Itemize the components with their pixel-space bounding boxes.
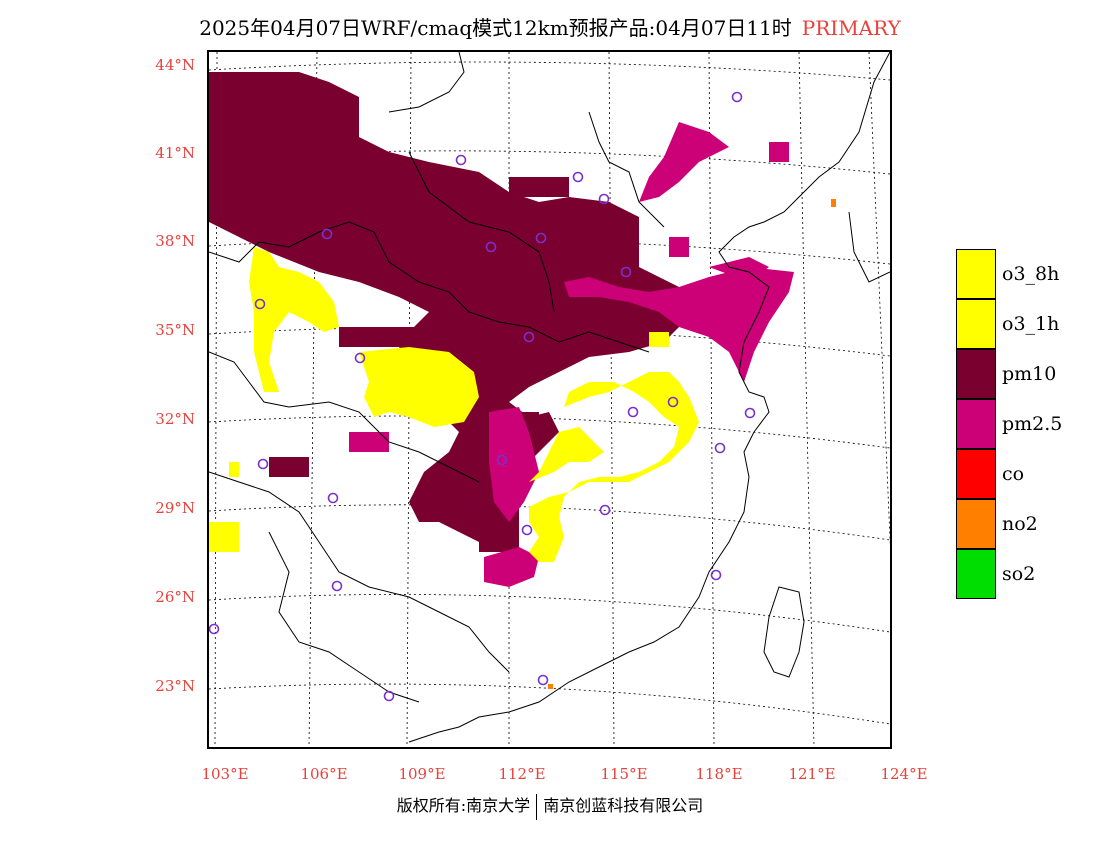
- legend-label: pm2.5: [1002, 413, 1063, 435]
- lat-label-29: 29°N: [155, 499, 195, 517]
- title-tag: PRIMARY: [801, 16, 901, 40]
- legend-swatch: [956, 449, 996, 499]
- city-markers: [209, 91, 756, 702]
- lon-label-124: 124°E: [880, 765, 928, 783]
- no2-markers: [548, 199, 836, 689]
- lat-label-38: 38°N: [155, 232, 195, 250]
- legend-swatch: [956, 499, 996, 549]
- copyright-text: 版权所有:南京大学: [396, 796, 531, 815]
- legend-label: co: [1002, 463, 1025, 485]
- title-main: 2025年04月07日WRF/cmaq模式12km预报产品:04月07日11时: [199, 16, 792, 40]
- map-area[interactable]: [207, 50, 892, 749]
- legend-swatch: [956, 399, 996, 449]
- map-title: 2025年04月07日WRF/cmaq模式12km预报产品:04月07日11时 P…: [0, 12, 1100, 41]
- map-svg: [209, 52, 890, 747]
- company-text: 南京创蓝科技有限公司: [543, 796, 704, 815]
- lon-label-106: 106°E: [300, 765, 348, 783]
- lon-label-112: 112°E: [498, 765, 546, 783]
- legend-label: so2: [1002, 563, 1036, 585]
- legend-label: pm10: [1002, 363, 1057, 385]
- lon-label-115: 115°E: [600, 765, 648, 783]
- lat-label-41: 41°N: [155, 144, 195, 162]
- legend-swatch: [956, 349, 996, 399]
- footer-separator: [536, 793, 538, 820]
- legend-label: o3_1h: [1002, 313, 1060, 335]
- legend-swatch: [956, 299, 996, 349]
- lat-label-23: 23°N: [155, 677, 195, 695]
- lon-label-121: 121°E: [788, 765, 836, 783]
- lat-label-35: 35°N: [155, 321, 195, 339]
- lat-label-44: 44°N: [155, 56, 195, 74]
- lon-label-118: 118°E: [695, 765, 743, 783]
- lat-label-26: 26°N: [155, 588, 195, 606]
- lon-label-109: 109°E: [398, 765, 446, 783]
- lon-label-103: 103°E: [201, 765, 249, 783]
- legend-swatch: [956, 249, 996, 299]
- o3-regions: [209, 247, 699, 562]
- lat-label-32: 32°N: [155, 410, 195, 428]
- legend-swatch: [956, 549, 996, 599]
- legend-label: o3_8h: [1002, 263, 1060, 285]
- boundaries: [209, 52, 890, 743]
- footer: 版权所有:南京大学 南京创蓝科技有限公司: [0, 792, 1100, 820]
- legend-label: no2: [1002, 513, 1038, 535]
